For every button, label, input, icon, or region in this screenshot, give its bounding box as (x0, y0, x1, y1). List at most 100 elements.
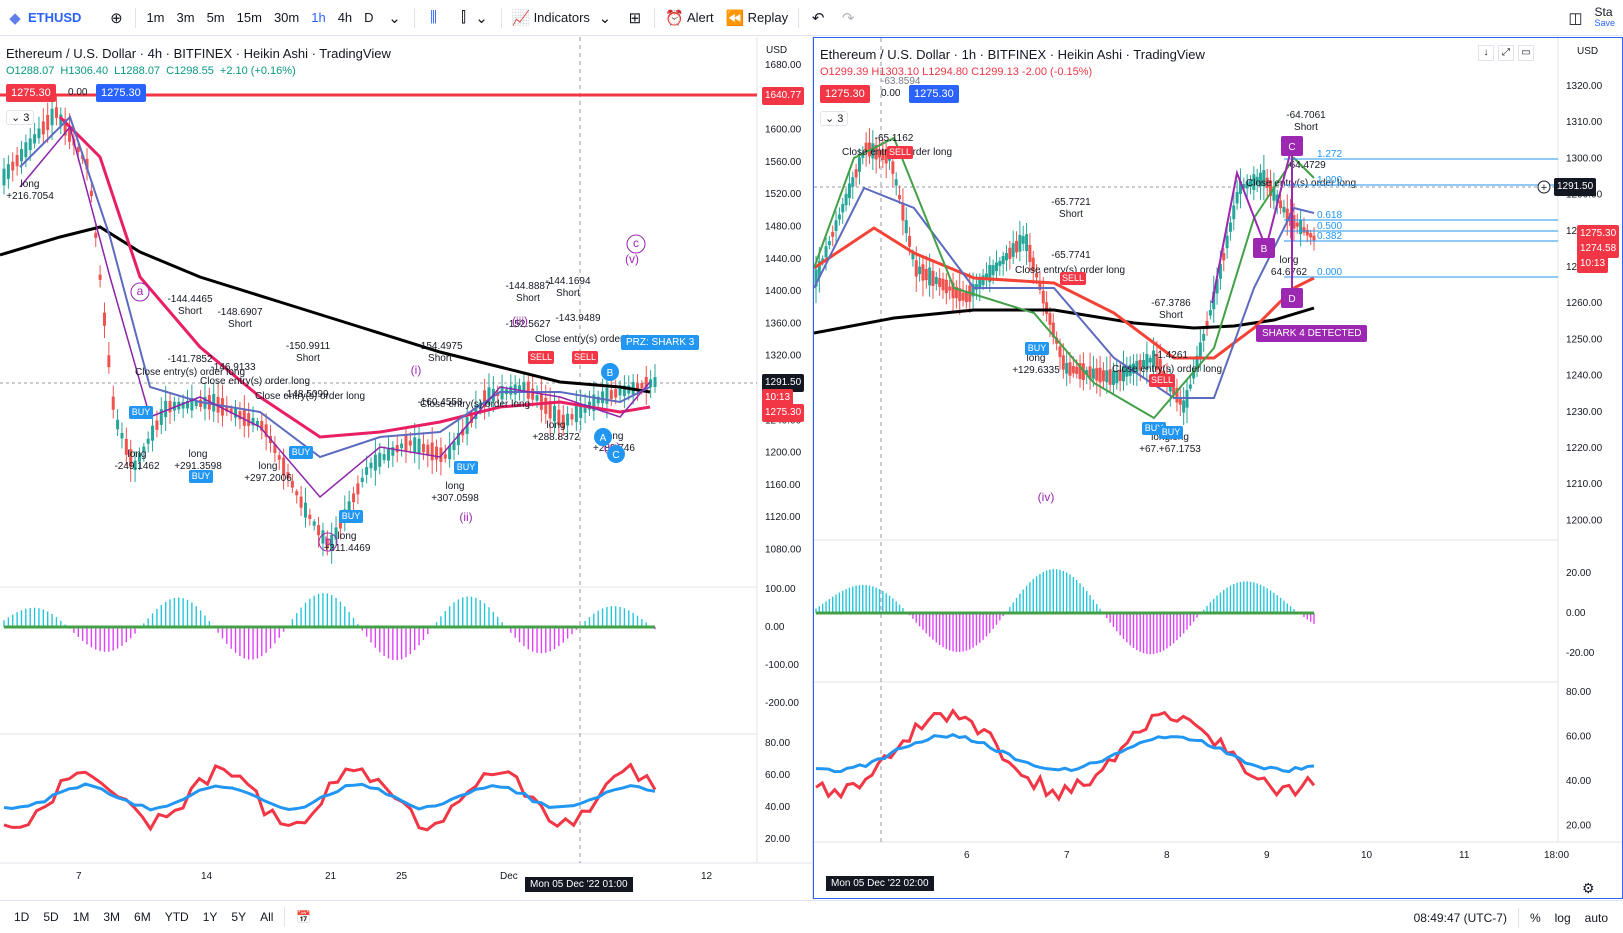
interval-15m[interactable]: 15m (236, 10, 262, 25)
candle-body (964, 291, 968, 303)
range-1m[interactable]: 1M (72, 910, 90, 924)
candle-body (1018, 234, 1022, 252)
candle-body (854, 169, 858, 178)
redo-button[interactable]: ↷ (833, 0, 863, 36)
range-ytd[interactable]: YTD (164, 910, 189, 924)
popout-icon[interactable]: ▭ (1518, 45, 1534, 61)
trade-annotation: -148.5099 (283, 389, 328, 400)
range-1d[interactable]: 1D (14, 910, 30, 924)
candle-body (841, 204, 845, 213)
right-chart-canvas[interactable]: 1320.001310.001300.001290.001280.001270.… (814, 38, 1622, 898)
left-red-tag[interactable]: 1275.30 (6, 84, 56, 102)
ohlc-low: L1294.80 (922, 66, 969, 78)
maximize-icon[interactable]: ⤢ (1498, 45, 1514, 61)
left-chart-title: Ethereum / U.S. Dollar · 4h · BITFINEX ·… (6, 46, 391, 61)
trade-annotation: -141.7852 (167, 354, 212, 365)
right-currency-label[interactable]: USD (1577, 46, 1599, 57)
interval-d[interactable]: D (364, 10, 374, 25)
candle-body (914, 260, 918, 277)
indicators-label: Indicators (533, 10, 590, 25)
close-entry-label: Close entry(s) order long (535, 334, 645, 345)
alert-button[interactable]: ⏰ Alert (659, 0, 720, 36)
sell-badge-label: SELL (530, 352, 552, 362)
candle-body (426, 444, 430, 455)
price-axis-label: 1080.00 (765, 545, 802, 556)
candle-body (137, 452, 141, 462)
range-5y[interactable]: 5Y (231, 910, 247, 924)
bar-style-button[interactable]: ⫼ (419, 0, 449, 36)
goto-date-button[interactable]: 📅 (289, 910, 318, 924)
left-chart-canvas[interactable]: 1680.001640.001600.001560.001520.001480.… (0, 37, 812, 899)
layouts-button[interactable]: ⊞ (620, 0, 650, 36)
candle-body (98, 274, 102, 280)
candle-body (1208, 310, 1212, 316)
ohlc-open: O1299.39 (820, 66, 869, 78)
save-label[interactable]: Sta (1594, 5, 1613, 19)
interval-dropdown[interactable]: ⌄ (380, 0, 410, 36)
range-all[interactable]: All (260, 910, 274, 924)
wave-circle (130, 282, 150, 302)
candle-body (286, 472, 290, 479)
time-axis-label: 25 (396, 871, 408, 882)
replay-button[interactable]: ⏪ Replay (720, 0, 794, 36)
range-1y[interactable]: 1Y (202, 910, 218, 924)
candle-body (1172, 385, 1176, 395)
left-currency-label[interactable]: USD (766, 45, 788, 56)
range-5d[interactable]: 5D (43, 910, 59, 924)
macd-histogram (3, 593, 656, 661)
candle-body (954, 286, 958, 299)
interval-4h[interactable]: 4h (337, 10, 353, 25)
range-6m[interactable]: 6M (134, 910, 151, 924)
sell-badge (528, 351, 554, 364)
candle-body (1098, 367, 1102, 383)
candle-body (142, 446, 146, 452)
trade-annotation: long (547, 420, 566, 431)
candle-body (1028, 244, 1032, 263)
settings-gear[interactable]: ⚙ (1582, 880, 1595, 897)
undo-button[interactable]: ↶ (803, 0, 833, 36)
candle-body (1088, 366, 1092, 380)
range-3m[interactable]: 3M (103, 910, 121, 924)
right-blue-tag[interactable]: 1275.30 (909, 85, 959, 103)
left-interval-badge[interactable]: ⌄ 3 (6, 110, 35, 125)
left-chart-pane[interactable]: 1680.001640.001600.001560.001520.001480.… (0, 37, 812, 899)
candle-body (601, 391, 605, 404)
candle-body (958, 288, 962, 301)
candle-body (1008, 247, 1012, 259)
candle-body (1138, 359, 1142, 371)
clock[interactable]: 08:49:47 (UTC-7) (1413, 910, 1507, 925)
trade-annotation-sub: +297.2006 (244, 473, 292, 484)
scroll-down-icon[interactable]: ↓ (1478, 45, 1494, 61)
symbol-search[interactable]: ◆ ETHUSD (0, 0, 87, 36)
plus-icon: + (1541, 182, 1547, 194)
candle-body (11, 161, 15, 171)
candle-body (1295, 222, 1299, 227)
time-axis-label: 6 (964, 850, 970, 861)
interval-1h[interactable]: 1h (311, 10, 326, 25)
price-axis-label: 1200.00 (765, 448, 802, 459)
indicators-button[interactable]: 📈 Indicators ⌄ (506, 0, 620, 36)
panel-icon[interactable]: ◫ (1568, 10, 1583, 27)
left-blue-tag[interactable]: 1275.30 (96, 84, 146, 102)
right-red-tag[interactable]: 1275.30 (820, 85, 870, 103)
candle-body (199, 399, 203, 407)
interval-3m[interactable]: 3m (176, 10, 195, 25)
candle-body (1155, 353, 1159, 370)
percent-toggle[interactable]: % (1529, 910, 1541, 925)
right-top-value: -63.8594 (881, 76, 921, 87)
candle-body (1212, 291, 1216, 310)
candle-style-button[interactable]: ⫿ ⌄ (449, 0, 497, 36)
compare-button[interactable]: ⊕ (87, 0, 131, 36)
right-interval-badge[interactable]: ⌄ 3 (820, 111, 849, 126)
interval-5m[interactable]: 5m (206, 10, 225, 25)
candle-body (1232, 205, 1236, 220)
candle-body (921, 264, 925, 281)
interval-1m[interactable]: 1m (146, 10, 165, 25)
auto-toggle[interactable]: auto (1584, 910, 1608, 925)
pane-divider[interactable] (812, 37, 813, 899)
log-toggle[interactable]: log (1554, 910, 1571, 925)
interval-30m[interactable]: 30m (273, 10, 300, 25)
buy-badge (1025, 342, 1049, 355)
time-axis-label: 7 (1064, 850, 1070, 861)
right-chart-pane[interactable]: 1320.001310.001300.001290.001280.001270.… (813, 37, 1623, 899)
